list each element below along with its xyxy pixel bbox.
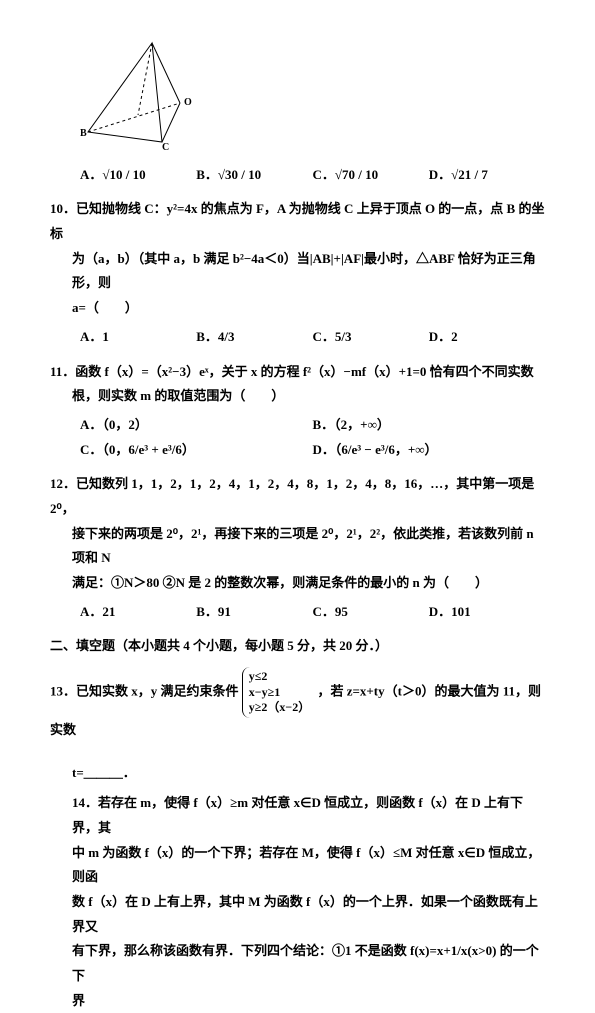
q12: 12．已知数列 1，1，2，1，2，4，1，2，4，8，1，2，4，8，16，……: [50, 472, 545, 624]
q14-l4: 有下界，那么称该函数有界．下列四个结论：①1 不是函数 f(x)=x+1/x(x…: [72, 939, 545, 988]
q12-opt-d: D．101: [429, 600, 545, 625]
q9-opt-a: A．√10 / 10: [80, 163, 196, 188]
q11-line2: 根，则实数 m 的取值范围为（ ）: [72, 384, 545, 409]
q12-line2: 接下来的两项是 2⁰，2¹，再接下来的三项是 2⁰，2¹，2²，依此类推，若该数…: [72, 522, 545, 571]
q10-line2: 为（a，b）（其中 a，b 满足 b²−4a＜0）当|AB|+|AF|最小时，△…: [72, 247, 545, 296]
q11-line1: 11．函数 f（x）=（x²−3）eˣ，关于 x 的方程 f²（x）−mf（x）…: [50, 360, 545, 385]
q11-opt-c: C．（0，6/e³ + e³/6）: [80, 438, 313, 463]
q10-opt-d: D．2: [429, 325, 545, 350]
q12-opt-b: B．91: [196, 600, 312, 625]
q10-opt-a: A．1: [80, 325, 196, 350]
q12-line3: 满足：①N＞80 ②N 是 2 的整数次幂，则满足条件的最小的 n 为（ ）: [72, 571, 545, 596]
svg-text:C: C: [162, 142, 169, 150]
sys-1: y≤2: [249, 669, 310, 685]
q11-opt-d: D．（6/e³ − e³/6，+∞）: [313, 438, 546, 463]
q11: 11．函数 f（x）=（x²−3）eˣ，关于 x 的方程 f²（x）−mf（x）…: [50, 360, 545, 463]
q14-l3: 数 f（x）在 D 上有上界，其中 M 为函数 f（x）的一个上界．如果一个函数…: [72, 890, 545, 939]
section-2-header: 二、填空题（本小题共 4 个小题，每小题 5 分，共 20 分．）: [50, 634, 545, 659]
constraint-system: y≤2 x−y≥1 y≥2（x−2）: [242, 667, 314, 718]
q13: 13．已知实数 x，y 满足约束条件 y≤2 x−y≥1 y≥2（x−2） ，若…: [50, 667, 545, 785]
q14-l5: 界: [72, 989, 545, 1013]
q14: 14．若存在 m，使得 f（x）≥m 对任意 x∈D 恒成立，则函数 f（x）在…: [50, 791, 545, 1013]
q10: 10．已知抛物线 C：y²=4x 的焦点为 F，A 为抛物线 C 上异于顶点 O…: [50, 197, 545, 349]
q9-options: A．√10 / 10 B．√30 / 10 C．√70 / 10 D．√21 /…: [80, 163, 545, 188]
q11-opt-a: A．（0，2）: [80, 413, 313, 438]
svg-text:O: O: [184, 97, 192, 108]
q12-line1: 12．已知数列 1，1，2，1，2，4，1，2，4，8，1，2，4，8，16，……: [50, 472, 545, 521]
q14-l2: 中 m 为函数 f（x）的一个下界；若存在 M，使得 f（x）≤M 对任意 x∈…: [72, 841, 545, 890]
q9-opt-d: D．√21 / 7: [429, 163, 545, 188]
q10-opt-c: C．5/3: [313, 325, 429, 350]
q10-line1: 10．已知抛物线 C：y²=4x 的焦点为 F，A 为抛物线 C 上异于顶点 O…: [50, 197, 545, 246]
sys-2: x−y≥1: [249, 685, 310, 701]
q11-opt-b: B．（2，+∞）: [313, 413, 546, 438]
q9-opt-b: B．√30 / 10: [196, 163, 312, 188]
q10-line3: a=（ ）: [72, 296, 545, 321]
q13-tail: t=＿＿＿．: [72, 765, 136, 780]
q12-opt-c: C．95: [313, 600, 429, 625]
geometry-figure: V B C O: [80, 40, 545, 159]
q10-opt-b: B．4/3: [196, 325, 312, 350]
svg-text:B: B: [80, 128, 87, 139]
q12-opt-a: A．21: [80, 600, 196, 625]
q14-l1: 14．若存在 m，使得 f（x）≥m 对任意 x∈D 恒成立，则函数 f（x）在…: [72, 791, 545, 840]
q9-opt-c: C．√70 / 10: [313, 163, 429, 188]
q13-pre: 13．已知实数 x，y 满足约束条件: [50, 683, 239, 698]
sys-3: y≥2（x−2）: [249, 700, 310, 716]
svg-text:V: V: [150, 40, 158, 42]
